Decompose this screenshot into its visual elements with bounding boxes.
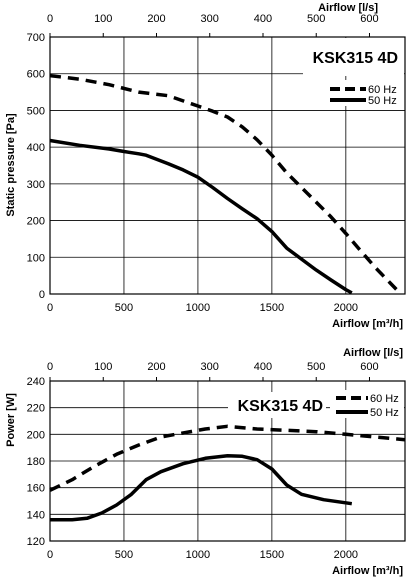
y-tick-label: 600 bbox=[27, 69, 45, 81]
top-tick-label: 0 bbox=[47, 13, 53, 25]
x-axis-label: Airflow [m³/h] bbox=[332, 318, 403, 330]
x-tick-label: 2000 bbox=[334, 302, 358, 314]
y-tick-label: 100 bbox=[27, 252, 45, 264]
chart-static-pressure: Airflow [l/s] 0 100 200 300 400 500 600 KSK315… bbox=[5, 2, 406, 330]
y-axis-ticks: 0 100 200 300 400 500 600 700 bbox=[27, 32, 45, 301]
top-tick-label: 100 bbox=[94, 13, 112, 25]
y-axis-label: Static pressure [Pa] bbox=[5, 113, 17, 217]
top-tick-label: 200 bbox=[147, 13, 165, 25]
legend: 60 Hz 50 Hz bbox=[326, 80, 404, 107]
x-tick-label: 500 bbox=[115, 302, 133, 314]
series-line-50hz bbox=[50, 453, 353, 522]
legend-label-50hz: 50 Hz bbox=[370, 407, 399, 419]
x-axis-label: Airflow [m³/h] bbox=[332, 565, 403, 577]
series-line-60hz bbox=[49, 73, 401, 294]
y-tick-label: 120 bbox=[27, 536, 45, 548]
x-tick-label: 1000 bbox=[186, 302, 210, 314]
y-tick-label: 200 bbox=[27, 216, 45, 228]
x-axis-ticks: 0 500 1000 1500 2000 bbox=[47, 302, 358, 314]
y-tick-label: 0 bbox=[39, 289, 45, 301]
legend-label-60hz: 60 Hz bbox=[368, 84, 397, 96]
top-axis-ticks: 0 100 200 300 400 500 600 bbox=[47, 13, 379, 37]
x-tick-label: 1500 bbox=[260, 302, 284, 314]
top-axis-ticks: 0 100 200 300 400 500 600 bbox=[47, 361, 379, 381]
y-tick-label: 240 bbox=[27, 376, 45, 388]
y-tick-label: 140 bbox=[27, 509, 45, 521]
y-tick-label: 300 bbox=[27, 179, 45, 191]
x-axis-ticks: 0 500 1000 1500 2000 bbox=[47, 549, 358, 561]
y-tick-label: 400 bbox=[27, 142, 45, 154]
top-tick-label: 300 bbox=[201, 13, 219, 25]
x-tick-label: 0 bbox=[47, 302, 53, 314]
series-group bbox=[49, 73, 401, 295]
chart-title: KSK315 4D bbox=[313, 50, 398, 67]
top-axis-label: Airflow [l/s] bbox=[343, 347, 403, 359]
top-tick-label: 400 bbox=[254, 361, 272, 373]
top-tick-label: 200 bbox=[147, 361, 165, 373]
top-tick-label: 500 bbox=[307, 361, 325, 373]
plot-frame bbox=[49, 380, 406, 542]
x-tick-label: 1000 bbox=[186, 549, 210, 561]
legend-label-50hz: 50 Hz bbox=[368, 95, 397, 107]
top-tick-label: 300 bbox=[201, 361, 219, 373]
top-tick-label: 600 bbox=[360, 13, 378, 25]
title-box-background bbox=[303, 38, 404, 76]
y-axis-ticks: 120 140 160 180 200 220 240 bbox=[27, 376, 45, 548]
x-tick-label: 500 bbox=[115, 549, 133, 561]
series-group bbox=[49, 424, 406, 522]
chart-power: Airflow [l/s] 0 100 200 300 400 500 600 KSK315… bbox=[5, 347, 406, 577]
top-tick-label: 400 bbox=[254, 13, 272, 25]
top-tick-label: 0 bbox=[47, 361, 53, 373]
top-tick-label: 100 bbox=[94, 361, 112, 373]
x-tick-label: 1500 bbox=[260, 549, 284, 561]
x-tick-label: 0 bbox=[47, 549, 53, 561]
legend: 60 Hz 50 Hz bbox=[330, 390, 404, 419]
y-tick-label: 220 bbox=[27, 403, 45, 415]
y-tick-label: 180 bbox=[27, 456, 45, 468]
legend-label-60hz: 60 Hz bbox=[370, 393, 399, 405]
title-box-background bbox=[228, 392, 326, 418]
top-tick-label: 500 bbox=[307, 13, 325, 25]
x-tick-label: 2000 bbox=[334, 549, 358, 561]
grid bbox=[50, 381, 405, 541]
plot-frame bbox=[49, 36, 406, 295]
y-axis-label: Power [W] bbox=[5, 393, 17, 447]
y-tick-label: 700 bbox=[27, 32, 45, 44]
top-axis-label: Airflow [l/s] bbox=[318, 2, 378, 14]
series-line-50hz bbox=[49, 138, 353, 295]
y-tick-label: 500 bbox=[27, 105, 45, 117]
grid bbox=[50, 37, 405, 294]
y-tick-label: 160 bbox=[27, 483, 45, 495]
series-line-60hz bbox=[49, 424, 406, 492]
chart-title: KSK315 4D bbox=[238, 398, 323, 415]
top-tick-label: 600 bbox=[360, 361, 378, 373]
y-tick-label: 200 bbox=[27, 429, 45, 441]
